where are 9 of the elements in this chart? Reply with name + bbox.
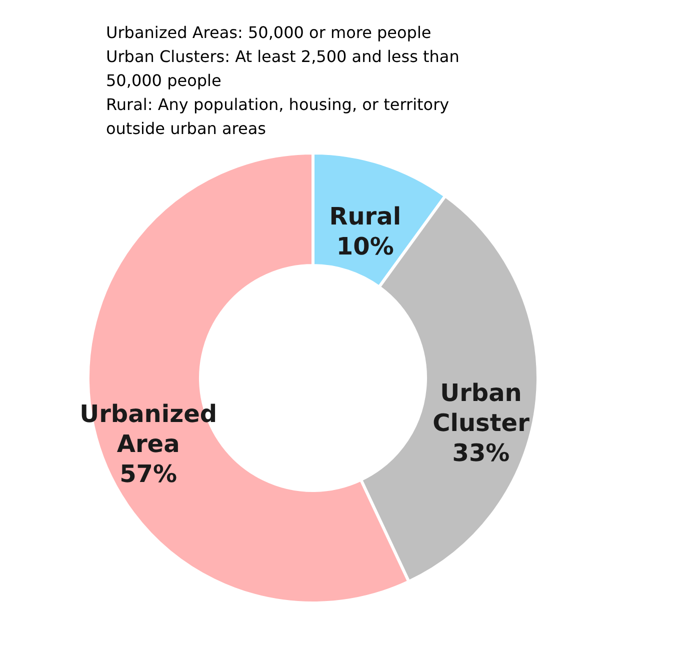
data-label: 57% bbox=[120, 460, 178, 488]
text: Rural: Any population, housing, or territory outside urban areas bbox=[106, 95, 450, 138]
data-label: 10% bbox=[336, 232, 394, 261]
text: Urbanized Areas: 50,000 or more people bbox=[106, 23, 432, 42]
slice-label: Rural bbox=[329, 202, 402, 231]
data-label: 33% bbox=[452, 438, 510, 467]
text: Urban Clusters: At least 2,500 and less than 50,000 people bbox=[106, 47, 460, 90]
slice-label: Urbanized Area bbox=[80, 400, 218, 458]
slice-label: Urban Cluster bbox=[432, 378, 530, 437]
